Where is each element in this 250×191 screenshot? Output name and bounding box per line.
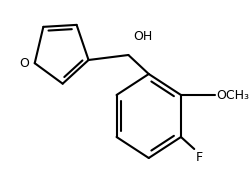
Text: F: F <box>196 151 203 164</box>
Text: O: O <box>20 57 30 70</box>
Text: OH: OH <box>133 30 152 43</box>
Text: OCH₃: OCH₃ <box>216 88 250 101</box>
